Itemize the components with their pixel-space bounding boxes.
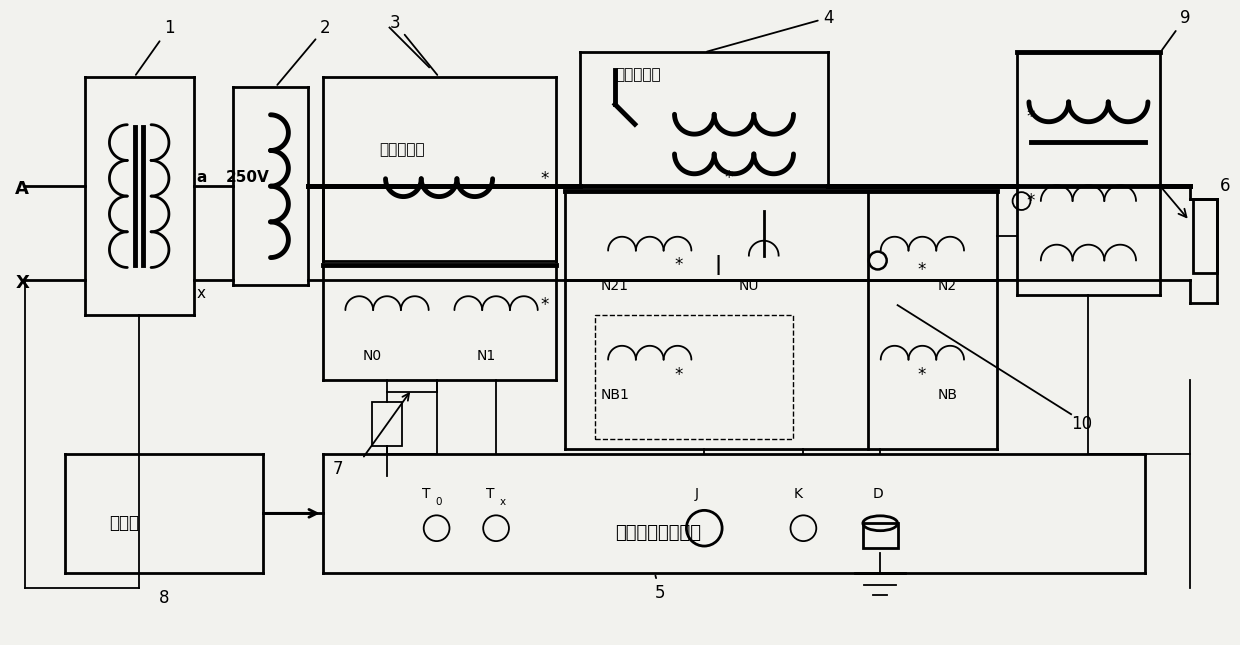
Text: NB1: NB1: [600, 388, 629, 402]
Bar: [372, 402, 402, 446]
Text: *: *: [675, 257, 683, 275]
Text: J: J: [694, 488, 698, 501]
Text: N21: N21: [600, 279, 629, 293]
Text: x: x: [500, 497, 506, 508]
Text: *: *: [675, 366, 683, 384]
Text: 4: 4: [707, 8, 833, 52]
Text: *: *: [541, 170, 549, 188]
Bar: [863, 523, 898, 548]
Text: 9: 9: [1162, 8, 1190, 50]
Text: NU: NU: [739, 279, 759, 293]
Text: 电流互感器校验仪: 电流互感器校验仪: [615, 524, 701, 542]
Text: 2: 2: [278, 19, 331, 85]
Text: 7: 7: [332, 460, 343, 478]
Text: *: *: [541, 296, 549, 314]
Text: 电流比较仪: 电流比较仪: [615, 68, 661, 83]
Text: NB: NB: [937, 388, 957, 402]
Text: 计算机: 计算机: [109, 514, 139, 532]
Text: |: |: [714, 255, 722, 275]
Text: 5: 5: [655, 575, 665, 602]
Text: 8: 8: [159, 589, 170, 606]
Text: *: *: [1027, 108, 1035, 126]
Text: a: a: [197, 170, 207, 185]
Text: *: *: [918, 261, 926, 279]
Text: 250V: 250V: [226, 170, 269, 185]
Text: 3: 3: [389, 14, 438, 75]
Text: K: K: [794, 488, 802, 501]
Text: T: T: [486, 488, 495, 501]
Text: N2: N2: [937, 279, 956, 293]
Text: 辅助互感器: 辅助互感器: [379, 142, 425, 157]
Text: *: *: [1027, 192, 1035, 210]
Bar: [595, 315, 794, 439]
Text: N1: N1: [476, 349, 496, 362]
Text: 0: 0: [435, 497, 443, 508]
Text: 10: 10: [1071, 415, 1092, 433]
Text: 1: 1: [136, 19, 175, 75]
Text: *: *: [918, 366, 926, 384]
Text: x: x: [197, 286, 206, 301]
Text: D: D: [873, 488, 884, 501]
Text: A: A: [15, 180, 29, 198]
Text: X: X: [15, 274, 29, 292]
Text: 6: 6: [1220, 177, 1230, 195]
Text: *: *: [724, 169, 733, 187]
Text: N0: N0: [362, 349, 382, 362]
Bar: [1193, 199, 1218, 273]
Text: T: T: [422, 488, 430, 501]
